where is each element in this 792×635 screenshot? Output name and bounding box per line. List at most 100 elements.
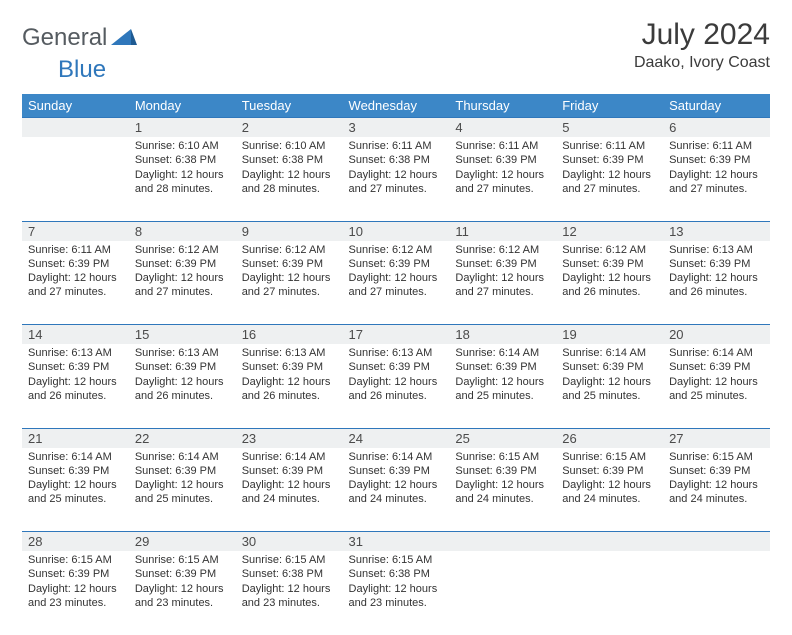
daynum-cell: 26 (556, 428, 663, 448)
day-ss: Sunset: 6:39 PM (349, 257, 444, 271)
day-d1: Daylight: 12 hours (349, 168, 444, 182)
day-ss: Sunset: 6:39 PM (669, 153, 764, 167)
day-ss: Sunset: 6:39 PM (28, 257, 123, 271)
day-detail: Sunrise: 6:14 AMSunset: 6:39 PMDaylight:… (449, 344, 556, 407)
day-d2: and 27 minutes. (242, 285, 337, 299)
day-ss: Sunset: 6:39 PM (135, 360, 230, 374)
day-detail: Sunrise: 6:14 AMSunset: 6:39 PMDaylight:… (22, 448, 129, 511)
day-detail: Sunrise: 6:15 AMSunset: 6:38 PMDaylight:… (236, 551, 343, 614)
daynum-cell: 3 (343, 118, 450, 138)
day-d2: and 23 minutes. (349, 596, 444, 610)
daynum-cell: 18 (449, 325, 556, 345)
day-sr: Sunrise: 6:14 AM (562, 346, 657, 360)
day-number: 11 (449, 222, 556, 241)
daynum-cell: 25 (449, 428, 556, 448)
day-number: 25 (449, 429, 556, 448)
day-number: 15 (129, 325, 236, 344)
day-sr: Sunrise: 6:12 AM (242, 243, 337, 257)
title-block: July 2024 Daako, Ivory Coast (634, 18, 770, 72)
day-detail: Sunrise: 6:11 AMSunset: 6:39 PMDaylight:… (556, 137, 663, 200)
day-sr: Sunrise: 6:10 AM (242, 139, 337, 153)
daynum-cell (449, 532, 556, 552)
day-sr: Sunrise: 6:15 AM (669, 450, 764, 464)
day-detail: Sunrise: 6:14 AMSunset: 6:39 PMDaylight:… (236, 448, 343, 511)
day-cell: Sunrise: 6:15 AMSunset: 6:38 PMDaylight:… (343, 551, 450, 635)
weekday-header: Sunday (22, 94, 129, 118)
day-cell (22, 137, 129, 221)
day-number: 4 (449, 118, 556, 137)
day-sr: Sunrise: 6:13 AM (242, 346, 337, 360)
day-number: 19 (556, 325, 663, 344)
day-d1: Daylight: 12 hours (349, 271, 444, 285)
day-detail: Sunrise: 6:10 AMSunset: 6:38 PMDaylight:… (236, 137, 343, 200)
day-d1: Daylight: 12 hours (562, 168, 657, 182)
day-detail: Sunrise: 6:14 AMSunset: 6:39 PMDaylight:… (663, 344, 770, 407)
day-d1: Daylight: 12 hours (669, 375, 764, 389)
day-detail: Sunrise: 6:15 AMSunset: 6:39 PMDaylight:… (449, 448, 556, 511)
day-cell: Sunrise: 6:11 AMSunset: 6:39 PMDaylight:… (449, 137, 556, 221)
day-d2: and 27 minutes. (349, 182, 444, 196)
weekday-header: Friday (556, 94, 663, 118)
day-d1: Daylight: 12 hours (455, 375, 550, 389)
day-d2: and 26 minutes. (242, 389, 337, 403)
day-ss: Sunset: 6:39 PM (242, 360, 337, 374)
day-number: 30 (236, 532, 343, 551)
day-number: 24 (343, 429, 450, 448)
day-sr: Sunrise: 6:13 AM (349, 346, 444, 360)
weekday-header: Tuesday (236, 94, 343, 118)
day-ss: Sunset: 6:39 PM (242, 257, 337, 271)
day-d2: and 24 minutes. (349, 492, 444, 506)
daynum-row: 21222324252627 (22, 428, 770, 448)
daynum-cell: 12 (556, 221, 663, 241)
day-cell: Sunrise: 6:14 AMSunset: 6:39 PMDaylight:… (663, 344, 770, 428)
day-number: 29 (129, 532, 236, 551)
day-ss: Sunset: 6:39 PM (562, 153, 657, 167)
day-sr: Sunrise: 6:14 AM (242, 450, 337, 464)
day-cell: Sunrise: 6:15 AMSunset: 6:39 PMDaylight:… (449, 448, 556, 532)
day-d2: and 26 minutes. (135, 389, 230, 403)
day-sr: Sunrise: 6:11 AM (669, 139, 764, 153)
day-number: 3 (343, 118, 450, 137)
day-cell: Sunrise: 6:15 AMSunset: 6:38 PMDaylight:… (236, 551, 343, 635)
day-cell: Sunrise: 6:13 AMSunset: 6:39 PMDaylight:… (129, 344, 236, 428)
daynum-cell: 27 (663, 428, 770, 448)
day-detail: Sunrise: 6:11 AMSunset: 6:38 PMDaylight:… (343, 137, 450, 200)
day-detail: Sunrise: 6:15 AMSunset: 6:39 PMDaylight:… (129, 551, 236, 614)
day-d2: and 25 minutes. (669, 389, 764, 403)
daynum-cell: 4 (449, 118, 556, 138)
day-d1: Daylight: 12 hours (242, 271, 337, 285)
content-row: Sunrise: 6:11 AMSunset: 6:39 PMDaylight:… (22, 241, 770, 325)
day-d2: and 26 minutes. (28, 389, 123, 403)
day-number: 8 (129, 222, 236, 241)
day-cell: Sunrise: 6:13 AMSunset: 6:39 PMDaylight:… (663, 241, 770, 325)
day-sr: Sunrise: 6:13 AM (135, 346, 230, 360)
day-detail: Sunrise: 6:12 AMSunset: 6:39 PMDaylight:… (129, 241, 236, 304)
day-d1: Daylight: 12 hours (242, 478, 337, 492)
day-sr: Sunrise: 6:15 AM (455, 450, 550, 464)
day-cell: Sunrise: 6:13 AMSunset: 6:39 PMDaylight:… (22, 344, 129, 428)
day-d2: and 23 minutes. (28, 596, 123, 610)
day-d1: Daylight: 12 hours (242, 168, 337, 182)
day-number: 1 (129, 118, 236, 137)
day-cell: Sunrise: 6:12 AMSunset: 6:39 PMDaylight:… (556, 241, 663, 325)
weekday-header-row: SundayMondayTuesdayWednesdayThursdayFrid… (22, 94, 770, 118)
day-sr: Sunrise: 6:14 AM (669, 346, 764, 360)
day-detail: Sunrise: 6:12 AMSunset: 6:39 PMDaylight:… (343, 241, 450, 304)
day-ss: Sunset: 6:38 PM (135, 153, 230, 167)
daynum-row: 123456 (22, 118, 770, 138)
day-sr: Sunrise: 6:12 AM (455, 243, 550, 257)
logo: General (22, 24, 137, 52)
day-detail: Sunrise: 6:12 AMSunset: 6:39 PMDaylight:… (449, 241, 556, 304)
day-number: 7 (22, 222, 129, 241)
daynum-cell: 15 (129, 325, 236, 345)
daynum-cell: 10 (343, 221, 450, 241)
content-row: Sunrise: 6:15 AMSunset: 6:39 PMDaylight:… (22, 551, 770, 635)
day-detail: Sunrise: 6:14 AMSunset: 6:39 PMDaylight:… (129, 448, 236, 511)
day-ss: Sunset: 6:39 PM (135, 464, 230, 478)
daynum-cell: 22 (129, 428, 236, 448)
day-d2: and 24 minutes. (242, 492, 337, 506)
day-d2: and 23 minutes. (135, 596, 230, 610)
day-number: 21 (22, 429, 129, 448)
day-d2: and 28 minutes. (242, 182, 337, 196)
day-cell: Sunrise: 6:11 AMSunset: 6:38 PMDaylight:… (343, 137, 450, 221)
